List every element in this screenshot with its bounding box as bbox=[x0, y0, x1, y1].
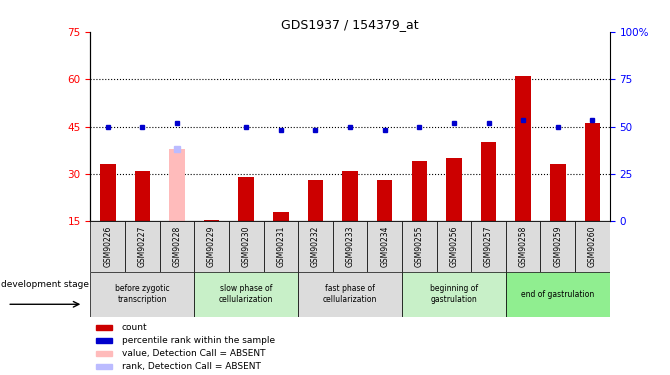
Text: GSM90260: GSM90260 bbox=[588, 226, 597, 267]
Text: end of gastrulation: end of gastrulation bbox=[521, 290, 594, 299]
Bar bbox=[96, 325, 113, 330]
Text: count: count bbox=[122, 323, 147, 332]
Bar bbox=[135, 171, 150, 221]
Bar bbox=[308, 180, 323, 221]
Bar bbox=[125, 221, 159, 272]
Text: GSM90231: GSM90231 bbox=[276, 226, 285, 267]
Text: development stage: development stage bbox=[1, 280, 89, 289]
Bar bbox=[506, 272, 610, 317]
Text: beginning of
gastrulation: beginning of gastrulation bbox=[430, 284, 478, 304]
Bar bbox=[377, 180, 393, 221]
Bar bbox=[170, 148, 185, 221]
Text: percentile rank within the sample: percentile rank within the sample bbox=[122, 336, 275, 345]
Bar bbox=[550, 164, 565, 221]
Bar bbox=[446, 158, 462, 221]
Bar bbox=[333, 221, 367, 272]
Bar bbox=[96, 338, 113, 343]
Text: GSM90256: GSM90256 bbox=[450, 226, 458, 267]
Text: GSM90234: GSM90234 bbox=[380, 226, 389, 267]
Bar bbox=[100, 164, 115, 221]
Bar bbox=[575, 221, 610, 272]
Text: value, Detection Call = ABSENT: value, Detection Call = ABSENT bbox=[122, 349, 265, 358]
Title: GDS1937 / 154379_at: GDS1937 / 154379_at bbox=[281, 18, 419, 31]
Text: GSM90228: GSM90228 bbox=[172, 226, 182, 267]
Bar bbox=[90, 272, 194, 317]
Bar bbox=[541, 221, 575, 272]
Bar bbox=[273, 212, 289, 221]
Text: GSM90255: GSM90255 bbox=[415, 226, 424, 267]
Bar bbox=[194, 272, 298, 317]
Bar bbox=[194, 221, 229, 272]
Bar bbox=[204, 220, 219, 221]
Bar bbox=[159, 221, 194, 272]
Text: slow phase of
cellularization: slow phase of cellularization bbox=[219, 284, 273, 304]
Text: before zygotic
transcription: before zygotic transcription bbox=[115, 284, 170, 304]
Text: rank, Detection Call = ABSENT: rank, Detection Call = ABSENT bbox=[122, 362, 261, 370]
Bar bbox=[90, 221, 125, 272]
Bar bbox=[170, 164, 185, 221]
Bar bbox=[229, 221, 263, 272]
Bar bbox=[411, 161, 427, 221]
Text: fast phase of
cellularization: fast phase of cellularization bbox=[323, 284, 377, 304]
Text: GSM90226: GSM90226 bbox=[103, 226, 113, 267]
Bar bbox=[471, 221, 506, 272]
Bar bbox=[515, 76, 531, 221]
Bar bbox=[263, 221, 298, 272]
Bar bbox=[96, 351, 113, 356]
Bar bbox=[437, 221, 471, 272]
Bar bbox=[96, 364, 113, 369]
Text: GSM90230: GSM90230 bbox=[242, 226, 251, 267]
Text: GSM90232: GSM90232 bbox=[311, 226, 320, 267]
Bar bbox=[506, 221, 541, 272]
Bar bbox=[402, 272, 506, 317]
Bar bbox=[402, 221, 437, 272]
Text: GSM90229: GSM90229 bbox=[207, 226, 216, 267]
Text: GSM90257: GSM90257 bbox=[484, 226, 493, 267]
Bar bbox=[481, 142, 496, 221]
Bar bbox=[239, 177, 254, 221]
Bar bbox=[298, 221, 333, 272]
Text: GSM90258: GSM90258 bbox=[519, 226, 528, 267]
Bar bbox=[367, 221, 402, 272]
Text: GSM90227: GSM90227 bbox=[138, 226, 147, 267]
Text: GSM90259: GSM90259 bbox=[553, 226, 562, 267]
Bar bbox=[585, 123, 600, 221]
Bar bbox=[298, 272, 402, 317]
Text: GSM90233: GSM90233 bbox=[346, 226, 354, 267]
Bar bbox=[342, 171, 358, 221]
